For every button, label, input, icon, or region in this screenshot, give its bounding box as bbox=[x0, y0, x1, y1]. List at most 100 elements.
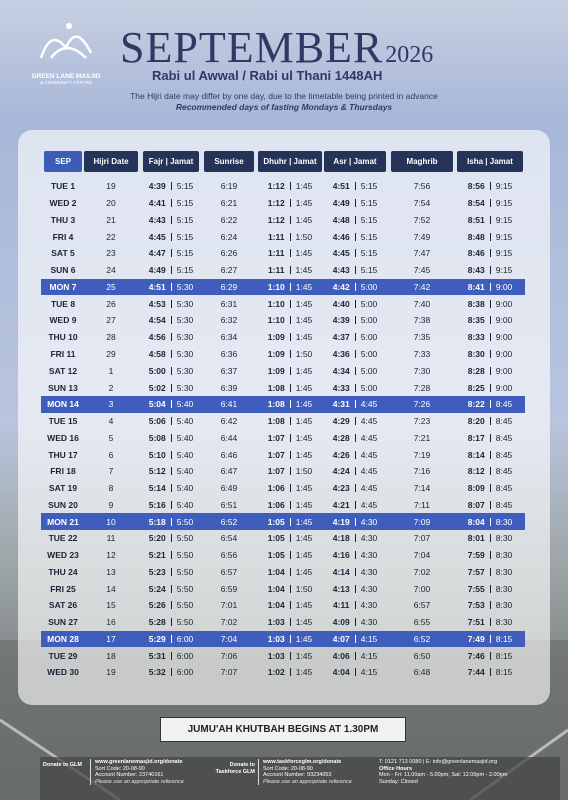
day-label: SAT 12 bbox=[48, 365, 78, 376]
time-pair: 4:49 5:15 bbox=[143, 262, 199, 279]
start-time: 4:39 bbox=[148, 181, 166, 192]
jamat-time: 6:00 bbox=[170, 668, 193, 677]
time-pair: 8:09 8:45 bbox=[457, 480, 523, 497]
time-pair: 1:06 1:45 bbox=[258, 496, 322, 513]
jamat-time: 5:40 bbox=[170, 501, 193, 509]
time: 12 bbox=[106, 550, 116, 561]
jamat-time: 1:45 bbox=[289, 450, 312, 459]
time-pair: 4:23 4:45 bbox=[324, 480, 386, 497]
jamat-time: 4:15 bbox=[354, 635, 377, 643]
jamat-time: 5:15 bbox=[354, 266, 377, 274]
start-time: 5:04 bbox=[148, 399, 166, 410]
start-time: 1:07 bbox=[267, 466, 285, 477]
jamat-time: 5:30 bbox=[170, 367, 193, 375]
start-time: 1:05 bbox=[267, 516, 285, 527]
time: 4 bbox=[108, 416, 114, 427]
time: 24 bbox=[106, 265, 116, 276]
time: 6:29 bbox=[220, 281, 238, 292]
table-row: WED 30 19 5:32 6:00 7:07 1:02 1:45 4:04 4:15 6:48… bbox=[41, 664, 525, 681]
time-pair: 4:46 5:15 bbox=[324, 228, 386, 245]
time: 6:46 bbox=[220, 449, 238, 460]
jamat-time: 5:50 bbox=[170, 618, 193, 626]
time: 7:14 bbox=[413, 483, 431, 494]
start-time: 4:51 bbox=[332, 181, 350, 192]
jamat-time: 1:45 bbox=[289, 517, 312, 526]
time-pair: 5:08 5:40 bbox=[143, 429, 199, 446]
jamat-time: 1:45 bbox=[289, 417, 312, 425]
start-time: 4:16 bbox=[332, 550, 350, 561]
start-time: 4:48 bbox=[332, 214, 350, 225]
time: 6:50 bbox=[413, 650, 431, 661]
start-time: 5:20 bbox=[148, 533, 166, 544]
jamat-time: 4:45 bbox=[354, 417, 377, 425]
day-label: SUN 6 bbox=[50, 265, 76, 276]
time-pair: 4:53 5:30 bbox=[143, 295, 199, 312]
start-time: 4:21 bbox=[332, 499, 350, 510]
time-pair: 5:24 5:50 bbox=[143, 580, 199, 597]
start-time: 5:08 bbox=[148, 432, 166, 443]
table-panel bbox=[18, 130, 550, 705]
jamat-time: 9:00 bbox=[489, 316, 512, 325]
jamat-time: 1:45 bbox=[289, 618, 312, 626]
time-pair: 1:09 1:45 bbox=[258, 329, 322, 346]
time-pair: 4:34 5:00 bbox=[324, 362, 386, 379]
time-pair: 5:06 5:40 bbox=[143, 413, 199, 430]
time: 20 bbox=[106, 198, 116, 209]
jamat-time: 4:30 bbox=[354, 584, 377, 593]
time: 18 bbox=[106, 650, 116, 661]
time: 7:40 bbox=[413, 298, 431, 309]
time: 1 bbox=[108, 365, 114, 376]
start-time: 4:14 bbox=[332, 566, 350, 577]
table-row: THU 17 6 5:10 5:40 6:46 1:07 1:45 4:26 4:45 7:19 8… bbox=[41, 446, 525, 463]
jamat-time: 5:50 bbox=[170, 568, 193, 576]
start-time: 4:54 bbox=[148, 315, 166, 326]
time-pair: 4:58 5:30 bbox=[143, 346, 199, 363]
start-time: 8:01 bbox=[467, 533, 485, 544]
time-pair: 1:04 1:45 bbox=[258, 597, 322, 614]
jamat-time: 8:30 bbox=[489, 568, 512, 576]
time: 6:36 bbox=[220, 348, 238, 359]
jamat-time: 4:45 bbox=[354, 467, 377, 476]
sort-code: Sort Code: 20-08-90 bbox=[263, 765, 313, 772]
time: 27 bbox=[106, 315, 116, 326]
start-time: 8:17 bbox=[467, 432, 485, 443]
start-time: 4:56 bbox=[148, 332, 166, 343]
table-row: MON 21 10 5:18 5:50 6:52 1:05 1:45 4:19 4:30 7:09… bbox=[41, 513, 525, 530]
table-row: FRI 11 29 4:58 5:30 6:36 1:09 1:50 4:36 5:00 7:33… bbox=[41, 346, 525, 363]
time: 6:34 bbox=[220, 332, 238, 343]
start-time: 4:26 bbox=[332, 449, 350, 460]
time-pair: 1:10 1:45 bbox=[258, 279, 322, 296]
column-header: Isha | Jamat bbox=[457, 151, 523, 172]
time-pair: 4:56 5:30 bbox=[143, 329, 199, 346]
start-time: 8:35 bbox=[467, 315, 485, 326]
start-time: 4:49 bbox=[148, 265, 166, 276]
time-pair: 4:39 5:15 bbox=[143, 178, 199, 195]
time: 25 bbox=[106, 281, 116, 292]
jamat-time: 1:45 bbox=[289, 283, 312, 291]
table-row: SAT 19 8 5:14 5:40 6:49 1:06 1:45 4:23 4:45 7:14 8… bbox=[41, 480, 525, 497]
start-time: 4:23 bbox=[332, 483, 350, 494]
start-time: 4:18 bbox=[332, 533, 350, 544]
footer: Donate to GLM www.greenlanemasjid.org/do… bbox=[40, 757, 560, 800]
start-time: 8:48 bbox=[467, 231, 485, 242]
start-time: 1:04 bbox=[267, 583, 285, 594]
time: 7:01 bbox=[220, 600, 238, 611]
time-pair: 1:12 1:45 bbox=[258, 212, 322, 229]
time: 7:47 bbox=[413, 248, 431, 259]
time-pair: 1:04 1:45 bbox=[258, 563, 322, 580]
jamat-time: 4:30 bbox=[354, 601, 377, 610]
jamat-time: 4:45 bbox=[354, 400, 377, 409]
day-label: MON 21 bbox=[47, 516, 79, 527]
jamat-time: 9:15 bbox=[489, 216, 512, 224]
table-row: THU 3 21 4:43 5:15 6:22 1:12 1:45 4:48 5:15 7:52 8… bbox=[41, 212, 525, 229]
column-header: Asr | Jamat bbox=[324, 151, 386, 172]
time: 19 bbox=[106, 667, 116, 678]
jamat-time: 5:15 bbox=[170, 182, 193, 191]
start-time: 4:34 bbox=[332, 365, 350, 376]
time: 7:28 bbox=[413, 382, 431, 393]
time-pair: 7:51 8:30 bbox=[457, 614, 523, 631]
time-pair: 1:08 1:45 bbox=[258, 379, 322, 396]
time-pair: 7:44 8:15 bbox=[457, 664, 523, 681]
time-pair: 5:28 5:50 bbox=[143, 614, 199, 631]
start-time: 7:59 bbox=[467, 550, 485, 561]
